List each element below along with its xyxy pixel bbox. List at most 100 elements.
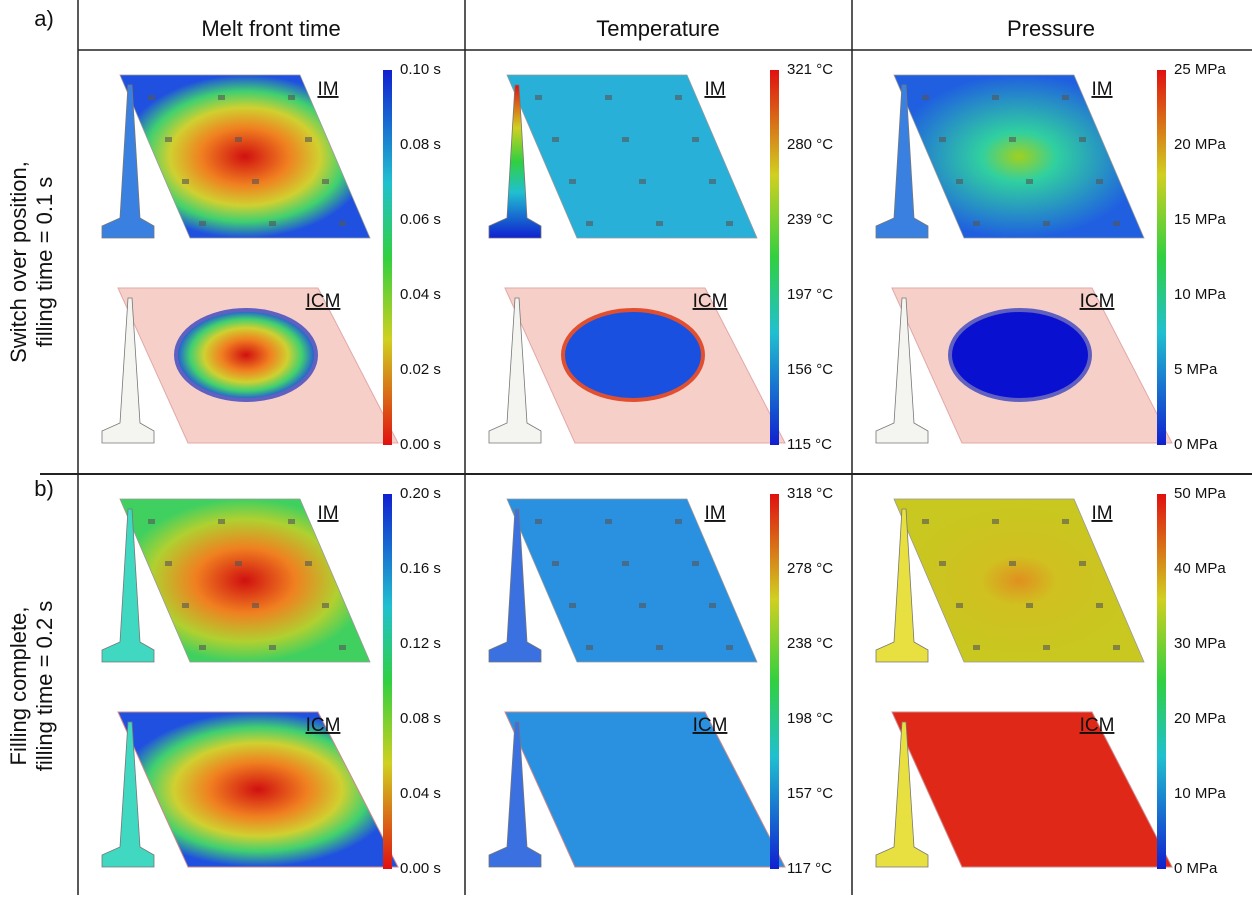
insert-mark bbox=[322, 603, 329, 608]
model-label: IM bbox=[704, 503, 725, 524]
insert-mark bbox=[305, 561, 312, 566]
colorbar-label: 0.08 s bbox=[400, 136, 441, 153]
colorbar-label: 10 MPa bbox=[1174, 785, 1226, 802]
insert-mark bbox=[1079, 137, 1086, 142]
insert-mark bbox=[182, 179, 189, 184]
row-label-line: filling time = 0.2 s bbox=[32, 601, 57, 772]
insert-mark bbox=[726, 221, 733, 226]
row-label-line: Switch over position, bbox=[6, 161, 31, 363]
im-plate bbox=[506, 498, 758, 663]
insert-mark bbox=[1096, 603, 1103, 608]
column-header: Temperature bbox=[596, 16, 720, 41]
nozzle bbox=[875, 721, 929, 868]
insert-mark bbox=[535, 519, 542, 524]
colorbar-label: 15 MPa bbox=[1174, 211, 1226, 228]
insert-mark bbox=[1043, 221, 1050, 226]
colorbar-label: 0.08 s bbox=[400, 710, 441, 727]
cell: IM ICM 50 MPa 40 MPa 30 MPa 20 MPa 10 MPa 0 MPa bbox=[875, 485, 1226, 877]
model-label: ICM bbox=[1080, 715, 1115, 736]
model-label: ICM bbox=[1080, 291, 1115, 312]
colorbar-label: 0.02 s bbox=[400, 361, 441, 378]
colorbar bbox=[770, 70, 779, 445]
insert-mark bbox=[1009, 561, 1016, 566]
insert-mark bbox=[218, 519, 225, 524]
insert-mark bbox=[235, 561, 242, 566]
model-label: IM bbox=[1091, 503, 1112, 524]
insert-mark bbox=[639, 603, 646, 608]
insert-mark bbox=[922, 95, 929, 100]
colorbar-label: 0.04 s bbox=[400, 785, 441, 802]
panel-label: b) bbox=[34, 476, 54, 501]
melt-blob bbox=[561, 308, 705, 402]
insert-mark bbox=[922, 519, 929, 524]
nozzle bbox=[488, 721, 542, 868]
model-label: ICM bbox=[306, 715, 341, 736]
insert-mark bbox=[692, 561, 699, 566]
insert-mark bbox=[692, 137, 699, 142]
insert-mark bbox=[569, 603, 576, 608]
nozzle bbox=[875, 508, 929, 663]
colorbar-label: 0 MPa bbox=[1174, 860, 1218, 877]
insert-mark bbox=[639, 179, 646, 184]
insert-mark bbox=[605, 519, 612, 524]
insert-mark bbox=[939, 137, 946, 142]
insert-mark bbox=[992, 95, 999, 100]
insert-mark bbox=[269, 221, 276, 226]
im-plate bbox=[119, 74, 371, 239]
model-label: IM bbox=[317, 503, 338, 524]
cell: IM ICM 0.10 s 0.08 s 0.06 s 0.04 s 0.02 s 0.00 … bbox=[101, 61, 441, 453]
melt-blob bbox=[948, 308, 1092, 402]
frame bbox=[40, 0, 1252, 895]
insert-mark bbox=[1026, 603, 1033, 608]
icm-plate bbox=[891, 711, 1173, 868]
colorbar bbox=[383, 494, 392, 869]
colorbar-label: 156 °C bbox=[787, 361, 833, 378]
nozzle bbox=[101, 508, 155, 663]
colorbar-label: 197 °C bbox=[787, 286, 833, 303]
nozzle bbox=[488, 84, 542, 239]
row-label-line: Filling complete, bbox=[6, 607, 31, 766]
insert-mark bbox=[165, 137, 172, 142]
column-header: Melt front time bbox=[201, 16, 340, 41]
insert-mark bbox=[339, 645, 346, 650]
model-label: IM bbox=[317, 79, 338, 100]
im-plate bbox=[119, 498, 371, 663]
colorbar-label: 238 °C bbox=[787, 635, 833, 652]
insert-mark bbox=[535, 95, 542, 100]
colorbar-label: 20 MPa bbox=[1174, 710, 1226, 727]
insert-mark bbox=[605, 95, 612, 100]
colorbar-label: 0.04 s bbox=[400, 286, 441, 303]
row-label-line: filling time = 0.1 s bbox=[32, 177, 57, 348]
nozzle bbox=[488, 508, 542, 663]
colorbar-label: 157 °C bbox=[787, 785, 833, 802]
colorbar-label: 198 °C bbox=[787, 710, 833, 727]
cell: IM ICM 25 MPa 20 MPa 15 MPa 10 MPa 5 MPa 0 MPa bbox=[875, 61, 1226, 453]
insert-mark bbox=[148, 95, 155, 100]
insert-mark bbox=[1113, 645, 1120, 650]
colorbar bbox=[383, 70, 392, 445]
insert-mark bbox=[973, 645, 980, 650]
insert-mark bbox=[552, 137, 559, 142]
insert-mark bbox=[1009, 137, 1016, 142]
insert-mark bbox=[973, 221, 980, 226]
colorbar-label: 20 MPa bbox=[1174, 136, 1226, 153]
colorbar-label: 0.10 s bbox=[400, 61, 441, 78]
insert-mark bbox=[1096, 179, 1103, 184]
colorbar-label: 0.16 s bbox=[400, 560, 441, 577]
insert-mark bbox=[656, 645, 663, 650]
insert-mark bbox=[586, 645, 593, 650]
column-header: Pressure bbox=[1007, 16, 1095, 41]
im-plate bbox=[506, 74, 758, 239]
icm-plate bbox=[117, 711, 399, 868]
nozzle bbox=[875, 84, 929, 239]
insert-mark bbox=[339, 221, 346, 226]
colorbar bbox=[1157, 494, 1166, 869]
insert-mark bbox=[569, 179, 576, 184]
insert-mark bbox=[252, 603, 259, 608]
colorbar-label: 280 °C bbox=[787, 136, 833, 153]
insert-mark bbox=[1062, 519, 1069, 524]
model-label: IM bbox=[704, 79, 725, 100]
insert-mark bbox=[622, 561, 629, 566]
insert-mark bbox=[956, 603, 963, 608]
insert-mark bbox=[1113, 221, 1120, 226]
